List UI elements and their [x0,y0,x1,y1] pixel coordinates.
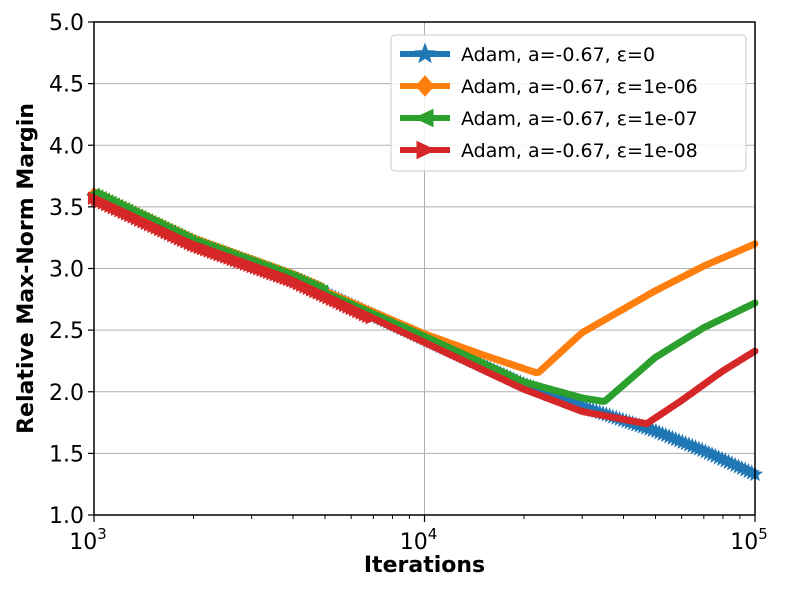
legend-item: Adam, a=-0.67, ε=1e-07 [400,108,698,130]
legend-label: Adam, a=-0.67, ε=1e-07 [461,108,698,130]
legend-label: Adam, a=-0.67, ε=1e-06 [461,76,698,98]
y-tick-label: 4.5 [49,73,84,98]
x-tick-label: 104 [400,525,438,555]
x-tick-exponent: 5 [758,525,768,543]
legend-marker [413,108,434,128]
legend-item: Adam, a=-0.67, ε=0 [400,42,655,66]
legend-label: Adam, a=-0.67, ε=1e-08 [461,140,698,162]
y-tick-label: 1.5 [49,442,84,467]
y-tick-label: 3.5 [49,196,84,221]
legend-item: Adam, a=-0.67, ε=1e-06 [400,75,698,98]
y-tick-label: 4.0 [49,134,84,159]
x-tick-label: 105 [730,525,768,555]
y-tick-label: 3.0 [49,258,84,283]
x-tick-exponent: 4 [428,525,438,543]
y-tick-label: 5.0 [49,11,84,36]
series-2 [87,186,759,377]
x-tick-base: 10 [69,530,97,555]
legend-box [390,34,747,172]
legend-marker [414,42,436,64]
x-axis-title: Iterations [364,553,485,578]
legend-item: Adam, a=-0.67, ε=1e-08 [400,140,698,162]
legend-marker [415,75,435,97]
series-marker [365,310,380,325]
x-tick-label: 103 [69,525,107,555]
y-tick-label: 2.5 [49,319,84,344]
legend: Adam, a=-0.67, ε=0 Adam, a=-0.67, ε=1e-06… [390,34,747,172]
legend-label: Adam, a=-0.67, ε=0 [461,44,655,66]
y-tick-label: 2.0 [49,381,84,406]
y-axis-title: Relative Max-Norm Margin [14,103,39,434]
legend-marker [416,140,437,160]
x-tick-base: 10 [730,530,758,555]
x-tick-exponent: 3 [97,525,107,543]
y-tick-label: 1.0 [49,504,84,529]
x-tick-base: 10 [400,530,428,555]
series-4 [87,191,759,428]
